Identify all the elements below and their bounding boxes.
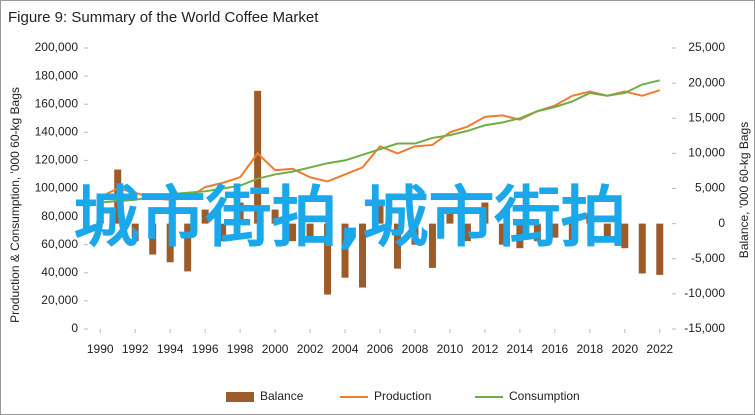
y-tick-label: 60,000 [41,237,78,251]
bar [656,223,664,275]
bar [96,195,104,224]
x-tick-label: 2006 [367,342,394,356]
bar [166,223,174,263]
bar [428,223,436,268]
x-tick-label: 1994 [157,342,184,356]
bar [201,209,209,224]
y-tick-label: 140,000 [35,124,79,138]
y2-tick-label: 20,000 [688,75,725,89]
bar [149,223,157,255]
bar [621,223,629,249]
bar [498,223,506,245]
x-tick-label: 1990 [87,342,114,356]
bar [236,202,244,224]
x-tick-label: 2016 [541,342,568,356]
legend-swatch [226,392,254,402]
bar [114,169,122,224]
x-tick-label: 1998 [227,342,254,356]
bar [254,90,262,224]
x-tick-label: 2022 [646,342,673,356]
x-tick-label: 2008 [402,342,429,356]
bar [603,223,611,242]
y-tick-label: 40,000 [41,265,78,279]
chart-title: Figure 9: Summary of the World Coffee Ma… [8,9,319,26]
x-tick-label: 2018 [576,342,603,356]
y-tick-label: 100,000 [35,181,79,195]
bar [376,206,384,224]
bar [586,213,594,224]
x-tick-label: 2020 [611,342,638,356]
x-tick-label: 1992 [122,342,149,356]
x-tick-label: 1996 [192,342,219,356]
bar [306,223,314,238]
bar [568,223,576,245]
bar [219,223,227,242]
x-tick-label: 2012 [472,342,499,356]
legend-label: Production [374,389,431,403]
bar [463,223,471,242]
y2-tick-label: 15,000 [688,110,725,124]
y2-tick-label: -5,000 [691,251,725,265]
y-tick-label: 180,000 [35,68,79,82]
bar [516,223,524,249]
y-tick-label: 20,000 [41,293,78,307]
line [100,79,660,204]
bar [533,223,541,242]
x-tick-label: 2004 [332,342,359,356]
x-tick-label: 2002 [297,342,324,356]
line [99,89,661,201]
overlay-text: 城市街拍,城市街拍 [73,179,626,256]
bar [481,202,489,224]
legend-label: Balance [260,389,304,403]
legend-label: Consumption [509,389,580,403]
bar [341,223,349,278]
bar [289,223,297,242]
bar [446,209,454,224]
bar [638,223,646,274]
bar [393,223,401,269]
y-tick-label: 0 [71,321,78,335]
y2-tick-label: 25,000 [688,40,725,54]
x-tick-label: 2000 [262,342,289,356]
y-tick-label: 80,000 [41,209,78,223]
y-tick-label: 160,000 [35,96,79,110]
bar [411,223,419,245]
x-tick-label: 2014 [507,342,534,356]
y-tick-label: 120,000 [35,153,79,167]
bar [271,209,279,224]
y2-tick-label: 0 [718,216,725,230]
bar [551,223,559,238]
bar [184,223,192,272]
bar [324,223,332,295]
y2-tick-label: 5,000 [695,181,725,195]
y2-axis-label: Balance, '000 60-kg Bags [737,122,751,258]
bar [131,223,139,242]
y2-tick-label: -10,000 [684,286,725,300]
y-axis-label: Production & Consumption, '000 60-kg Bag… [8,87,22,323]
bar [359,223,367,288]
y2-tick-label: 10,000 [688,146,725,160]
x-tick-label: 2010 [437,342,464,356]
y-tick-label: 200,000 [35,40,79,54]
y2-tick-label: -15,000 [684,321,725,335]
